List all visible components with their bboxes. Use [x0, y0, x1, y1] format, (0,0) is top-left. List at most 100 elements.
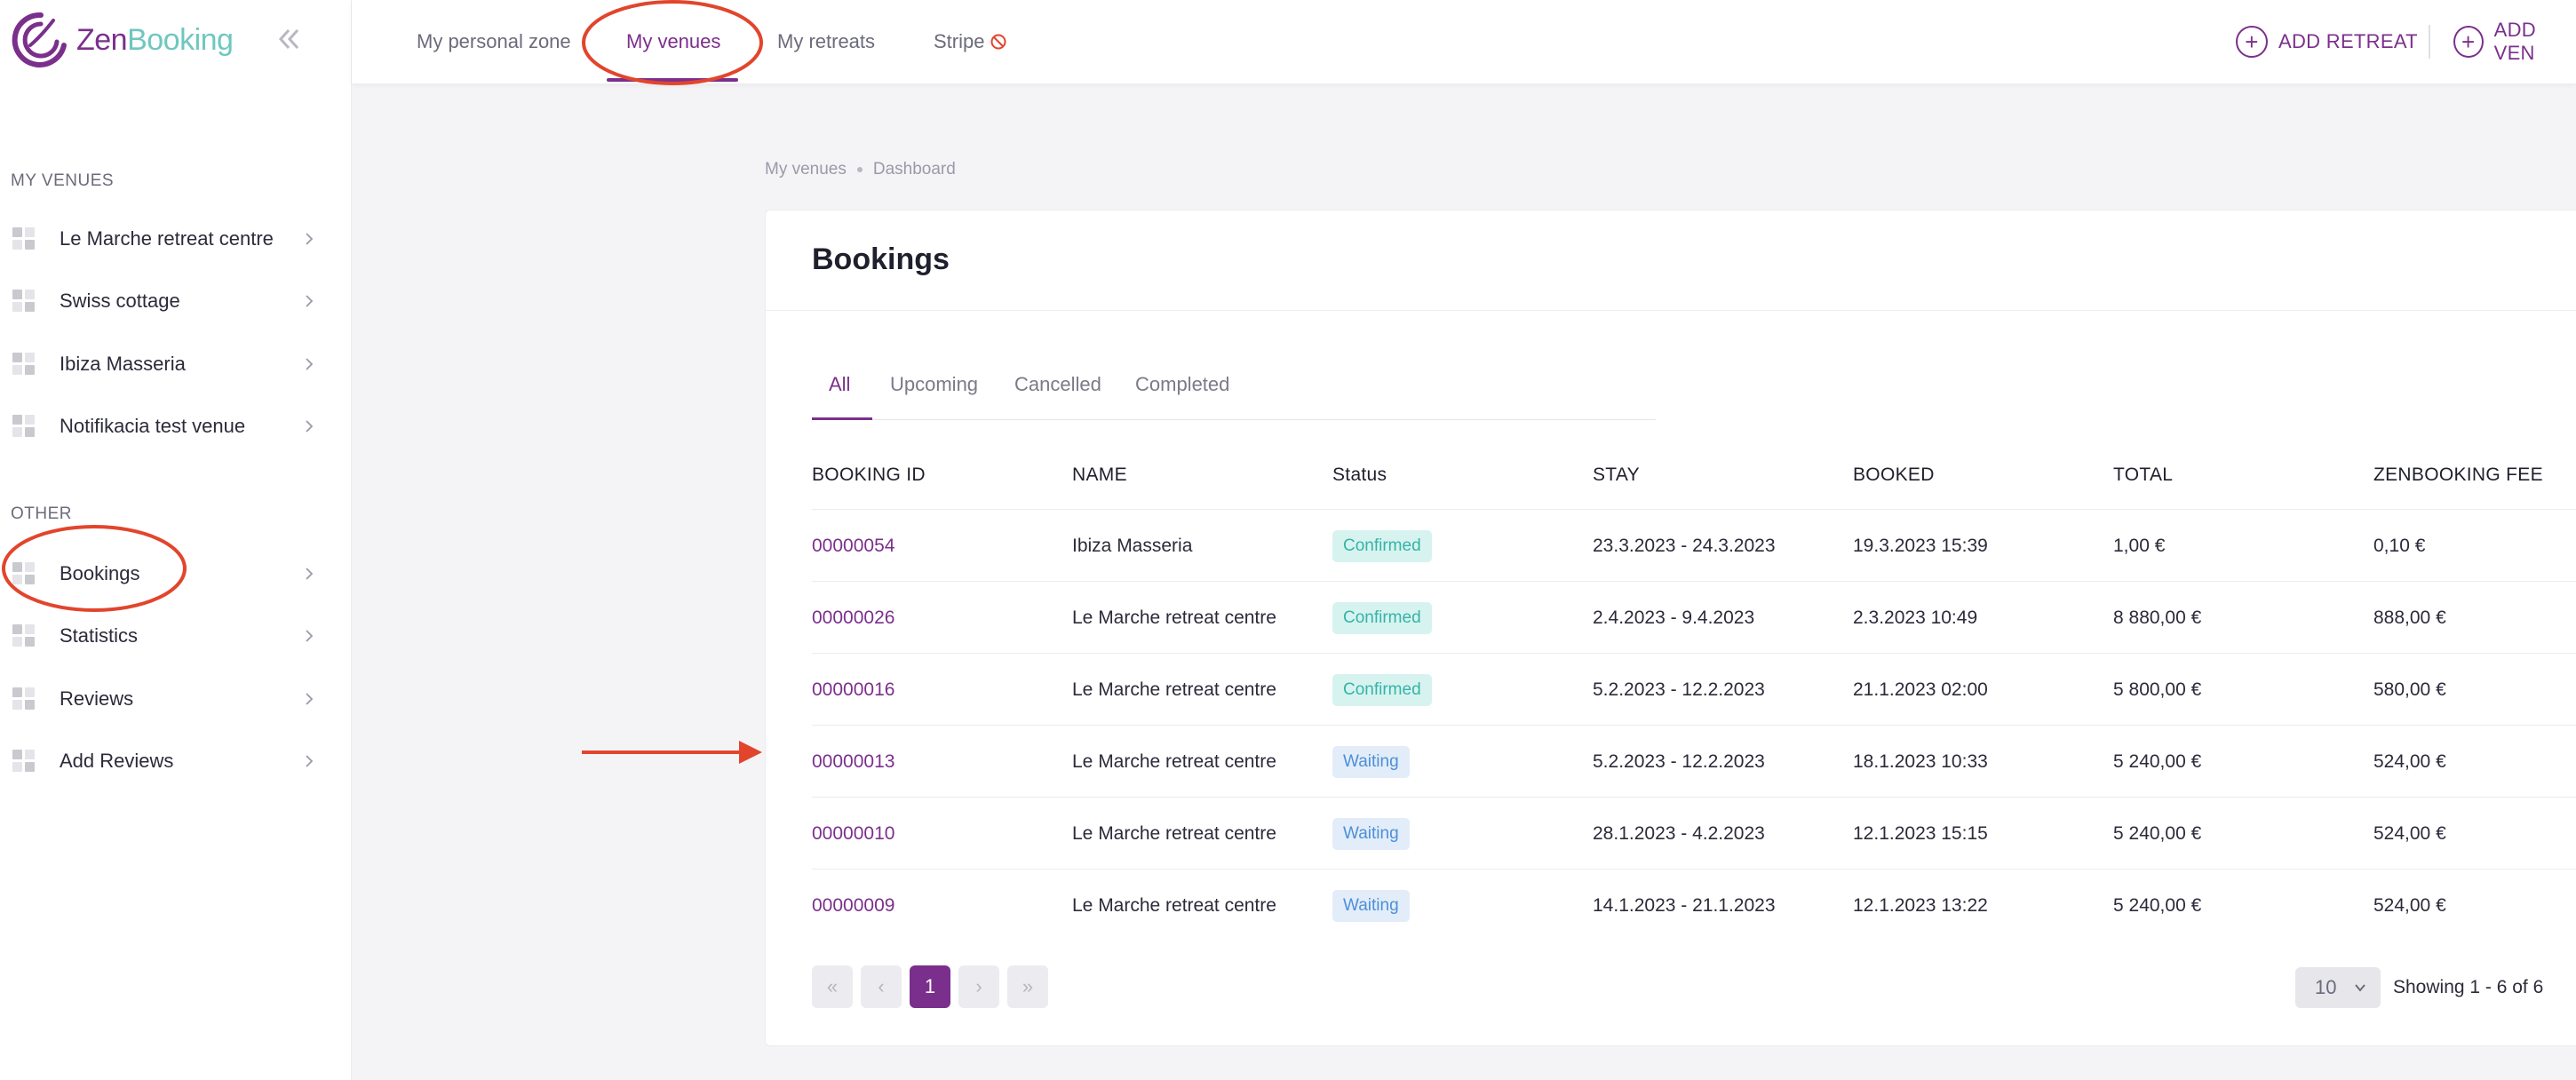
section-label-other: OTHER: [11, 504, 72, 523]
booking-total: 1,00 €: [2113, 535, 2166, 556]
booking-name: Le Marche retreat centre: [1072, 822, 1276, 844]
filter-tab-upcoming[interactable]: Upcoming: [890, 373, 979, 395]
chevron-right-icon: [306, 630, 314, 642]
status-cell: Waiting: [1332, 870, 1410, 941]
booking-stay: 2.4.2023 - 9.4.2023: [1593, 607, 1755, 628]
booking-stay: 5.2.2023 - 12.2.2023: [1593, 750, 1765, 772]
chevron-right-icon: [306, 233, 314, 245]
column-header-status[interactable]: Status: [1332, 465, 1387, 485]
sidebar-item-label: Statistics: [60, 624, 139, 647]
booking-id-link[interactable]: 00000026: [812, 607, 895, 628]
sidebar-item-statistics[interactable]: Statistics: [0, 609, 352, 663]
tab-my-retreats[interactable]: My retreats: [777, 30, 876, 52]
add-venue-label: ADD VEN: [2493, 19, 2536, 64]
booking-id-link[interactable]: 00000009: [812, 894, 895, 916]
table-row[interactable]: 00000009 Le Marche retreat centre Waitin…: [812, 869, 2576, 941]
pagination-page-1-button[interactable]: 1: [910, 965, 950, 1008]
booking-booked: 18.1.2023 10:33: [1853, 750, 1988, 772]
grid-icon: [12, 687, 36, 711]
collapse-sidebar-button[interactable]: [272, 21, 307, 57]
plus-circle-icon: +: [2236, 26, 2268, 58]
add-retreat-label: ADD RETREAT: [2278, 30, 2418, 52]
tab-stripe-label: Stripe: [934, 30, 985, 52]
breadcrumb: My venues Dashboard: [765, 160, 956, 179]
page-title: Bookings: [812, 242, 950, 276]
table-row[interactable]: 00000010 Le Marche retreat centre Waitin…: [812, 797, 2576, 869]
grid-icon: [12, 750, 36, 773]
booking-fee: 888,00 €: [2373, 607, 2446, 628]
logo[interactable]: ZenBooking: [11, 9, 234, 71]
filter-tabs-baseline: [812, 419, 1656, 420]
breadcrumb-separator: [856, 167, 863, 172]
sidebar-item-swiss-cottage[interactable]: Swiss cottage: [0, 274, 352, 328]
sidebar-item-label: Notifikacia test venue: [60, 415, 246, 437]
filter-tab-completed[interactable]: Completed: [1135, 373, 1230, 395]
table-row[interactable]: 00000016 Le Marche retreat centre Confir…: [812, 653, 2576, 725]
tab-my-venues[interactable]: My venues: [626, 30, 721, 52]
booking-total: 5 800,00 €: [2113, 679, 2202, 700]
chevron-right-icon: [306, 295, 314, 307]
sidebar-item-add-reviews[interactable]: Add Reviews: [0, 735, 352, 788]
status-badge: Waiting: [1332, 817, 1410, 850]
chevron-down-icon: [2355, 984, 2365, 992]
column-header-booking-id[interactable]: BOOKING ID: [812, 465, 926, 485]
booking-total: 5 240,00 €: [2113, 822, 2202, 844]
section-label-my-venues: MY VENUES: [11, 171, 115, 190]
chevron-right-icon: [306, 755, 314, 767]
column-header-zenbooking-fee[interactable]: ZENBOOKING FEE: [2373, 465, 2543, 485]
pagination-summary: Showing 1 - 6 of 6: [2393, 977, 2544, 997]
breadcrumb-dashboard: Dashboard: [872, 160, 956, 179]
bookings-card: Bookings All Upcoming Cancelled Complete…: [765, 210, 2576, 1046]
add-retreat-button[interactable]: + ADD RETREAT: [2236, 0, 2418, 83]
booking-id-link[interactable]: 00000010: [812, 822, 895, 844]
active-tab-indicator: [607, 78, 738, 82]
booking-id-link[interactable]: 00000013: [812, 750, 895, 772]
add-venue-button[interactable]: + ADD VEN: [2453, 0, 2576, 83]
logo-text: ZenBooking: [76, 22, 234, 57]
sidebar-item-notifikacia[interactable]: Notifikacia test venue: [0, 400, 352, 453]
sidebar-item-le-marche[interactable]: Le Marche retreat centre: [0, 212, 352, 266]
tab-my-personal-zone[interactable]: My personal zone: [417, 30, 571, 52]
table-row[interactable]: 00000054 Ibiza Masseria Confirmed 23.3.2…: [812, 509, 2576, 581]
grid-icon: [12, 290, 36, 313]
pagination-first-button[interactable]: «: [812, 965, 853, 1008]
column-header-stay[interactable]: STAY: [1593, 465, 1640, 485]
booking-stay: 5.2.2023 - 12.2.2023: [1593, 679, 1765, 700]
booking-id-link[interactable]: 00000054: [812, 535, 895, 556]
table-row[interactable]: 00000013 Le Marche retreat centre Waitin…: [812, 725, 2576, 797]
status-badge: Confirmed: [1332, 601, 1432, 634]
sidebar-item-bookings[interactable]: Bookings: [0, 547, 352, 600]
filter-tab-all[interactable]: All: [829, 373, 851, 395]
prohibited-icon: [990, 34, 1006, 50]
sidebar: ZenBooking MY VENUES Le Marche retreat c…: [0, 0, 352, 1080]
grid-icon: [12, 353, 36, 376]
status-cell: Waiting: [1332, 798, 1410, 870]
divider: [766, 310, 2576, 311]
booking-id-link[interactable]: 00000016: [812, 679, 895, 700]
chevron-right-icon: [306, 420, 314, 433]
page-size-select[interactable]: 10: [2295, 967, 2381, 1008]
top-navigation-bar: My personal zone My venues My retreats S…: [352, 0, 2576, 83]
booking-fee: 524,00 €: [2373, 822, 2446, 844]
breadcrumb-my-venues[interactable]: My venues: [765, 160, 847, 179]
booking-name: Le Marche retreat centre: [1072, 607, 1276, 628]
pagination-prev-button[interactable]: ‹: [861, 965, 902, 1008]
booking-booked: 21.1.2023 02:00: [1853, 679, 1988, 700]
column-header-booked[interactable]: BOOKED: [1853, 465, 1935, 485]
table-row[interactable]: 00000026 Le Marche retreat centre Confir…: [812, 581, 2576, 653]
pagination-last-button[interactable]: »: [1007, 965, 1048, 1008]
tab-stripe[interactable]: Stripe: [934, 0, 1007, 83]
sidebar-item-ibiza-masseria[interactable]: Ibiza Masseria: [0, 338, 352, 391]
sidebar-item-label: Ibiza Masseria: [60, 353, 186, 375]
pagination-next-button[interactable]: ›: [958, 965, 999, 1008]
status-badge: Waiting: [1332, 745, 1410, 778]
sidebar-item-reviews[interactable]: Reviews: [0, 672, 352, 726]
status-cell: Confirmed: [1332, 582, 1432, 654]
filter-tab-cancelled[interactable]: Cancelled: [1014, 373, 1101, 395]
column-header-name[interactable]: NAME: [1072, 465, 1127, 485]
status-badge: Waiting: [1332, 889, 1410, 922]
sidebar-item-label: Swiss cottage: [60, 290, 180, 312]
booking-fee: 580,00 €: [2373, 679, 2446, 700]
booking-booked: 12.1.2023 13:22: [1853, 894, 1988, 916]
column-header-total[interactable]: TOTAL: [2113, 465, 2174, 485]
